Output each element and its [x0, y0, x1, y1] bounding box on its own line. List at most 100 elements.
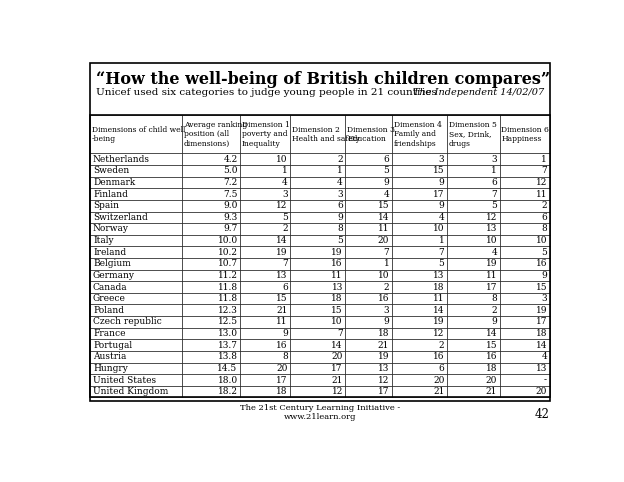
- Bar: [290, 200, 345, 212]
- Text: Dimensions of child well
-being: Dimensions of child well -being: [92, 126, 185, 143]
- Bar: [345, 223, 392, 235]
- Bar: [182, 374, 240, 386]
- Bar: [90, 374, 182, 386]
- Bar: [240, 212, 290, 223]
- Text: 18: 18: [331, 294, 343, 303]
- Text: 19: 19: [535, 306, 547, 315]
- Text: 12: 12: [433, 329, 444, 338]
- Bar: [392, 165, 447, 177]
- Bar: [392, 281, 447, 293]
- Text: 16: 16: [535, 259, 547, 268]
- Text: 2: 2: [282, 225, 288, 233]
- Bar: [90, 269, 182, 281]
- Bar: [290, 362, 345, 374]
- Text: 21: 21: [276, 306, 288, 315]
- Text: Germany: Germany: [93, 271, 135, 280]
- Text: 2: 2: [384, 282, 389, 292]
- Bar: [182, 246, 240, 258]
- Bar: [345, 200, 392, 212]
- Bar: [290, 153, 345, 165]
- Bar: [345, 374, 392, 386]
- Text: 10.2: 10.2: [218, 248, 238, 257]
- Bar: [290, 258, 345, 269]
- Bar: [500, 212, 550, 223]
- Text: 1: 1: [282, 166, 288, 175]
- Text: Austria: Austria: [93, 352, 127, 362]
- Text: 2: 2: [338, 155, 343, 164]
- Bar: [240, 165, 290, 177]
- Text: 13: 13: [433, 271, 444, 280]
- Bar: [290, 386, 345, 398]
- Bar: [447, 153, 500, 165]
- Bar: [447, 362, 500, 374]
- Text: 10.7: 10.7: [218, 259, 238, 268]
- Text: 10: 10: [378, 271, 389, 280]
- Bar: [447, 305, 500, 316]
- Text: 8: 8: [542, 225, 547, 233]
- Text: 20: 20: [433, 375, 444, 385]
- Text: 7: 7: [491, 189, 497, 199]
- Text: Dimension 3
Education: Dimension 3 Education: [348, 126, 395, 143]
- Text: Hungry: Hungry: [93, 364, 128, 373]
- Text: Poland: Poland: [93, 306, 124, 315]
- Bar: [90, 212, 182, 223]
- Text: 18: 18: [378, 329, 389, 338]
- Text: 14: 14: [331, 341, 343, 349]
- Text: 19: 19: [485, 259, 497, 268]
- Text: 7: 7: [337, 329, 343, 338]
- Bar: [290, 188, 345, 200]
- Text: 15: 15: [485, 341, 497, 349]
- Text: 9: 9: [491, 318, 497, 326]
- Bar: [392, 351, 447, 362]
- Bar: [90, 281, 182, 293]
- Text: 16: 16: [485, 352, 497, 362]
- Text: 11: 11: [276, 318, 288, 326]
- Bar: [240, 362, 290, 374]
- Bar: [447, 351, 500, 362]
- Bar: [90, 177, 182, 188]
- Bar: [392, 339, 447, 351]
- Text: 9: 9: [282, 329, 288, 338]
- Text: 4: 4: [491, 248, 497, 257]
- Bar: [90, 328, 182, 339]
- Bar: [447, 115, 500, 153]
- Text: 12: 12: [331, 387, 343, 396]
- Bar: [500, 386, 550, 398]
- Bar: [240, 177, 290, 188]
- Text: 10: 10: [331, 318, 343, 326]
- Text: 11.8: 11.8: [218, 282, 238, 292]
- Text: 3: 3: [439, 155, 444, 164]
- Bar: [392, 223, 447, 235]
- Bar: [90, 305, 182, 316]
- Text: 6: 6: [282, 282, 288, 292]
- Bar: [90, 351, 182, 362]
- Text: 10.0: 10.0: [218, 236, 238, 245]
- Bar: [290, 351, 345, 362]
- Bar: [345, 188, 392, 200]
- Bar: [182, 316, 240, 328]
- Bar: [345, 153, 392, 165]
- Bar: [345, 328, 392, 339]
- Text: 9: 9: [384, 318, 389, 326]
- Bar: [392, 386, 447, 398]
- Bar: [290, 115, 345, 153]
- Bar: [345, 362, 392, 374]
- Bar: [447, 223, 500, 235]
- Bar: [90, 115, 550, 398]
- Text: 2: 2: [439, 341, 444, 349]
- Text: 11: 11: [485, 271, 497, 280]
- Text: 15: 15: [433, 166, 444, 175]
- Bar: [290, 165, 345, 177]
- Bar: [290, 374, 345, 386]
- Bar: [345, 258, 392, 269]
- Text: 7: 7: [282, 259, 288, 268]
- Bar: [345, 281, 392, 293]
- Bar: [392, 293, 447, 305]
- Text: 7.2: 7.2: [223, 178, 238, 187]
- Bar: [345, 246, 392, 258]
- Text: 3: 3: [492, 155, 497, 164]
- Bar: [500, 153, 550, 165]
- Text: 21: 21: [378, 341, 389, 349]
- Bar: [392, 269, 447, 281]
- Bar: [90, 165, 182, 177]
